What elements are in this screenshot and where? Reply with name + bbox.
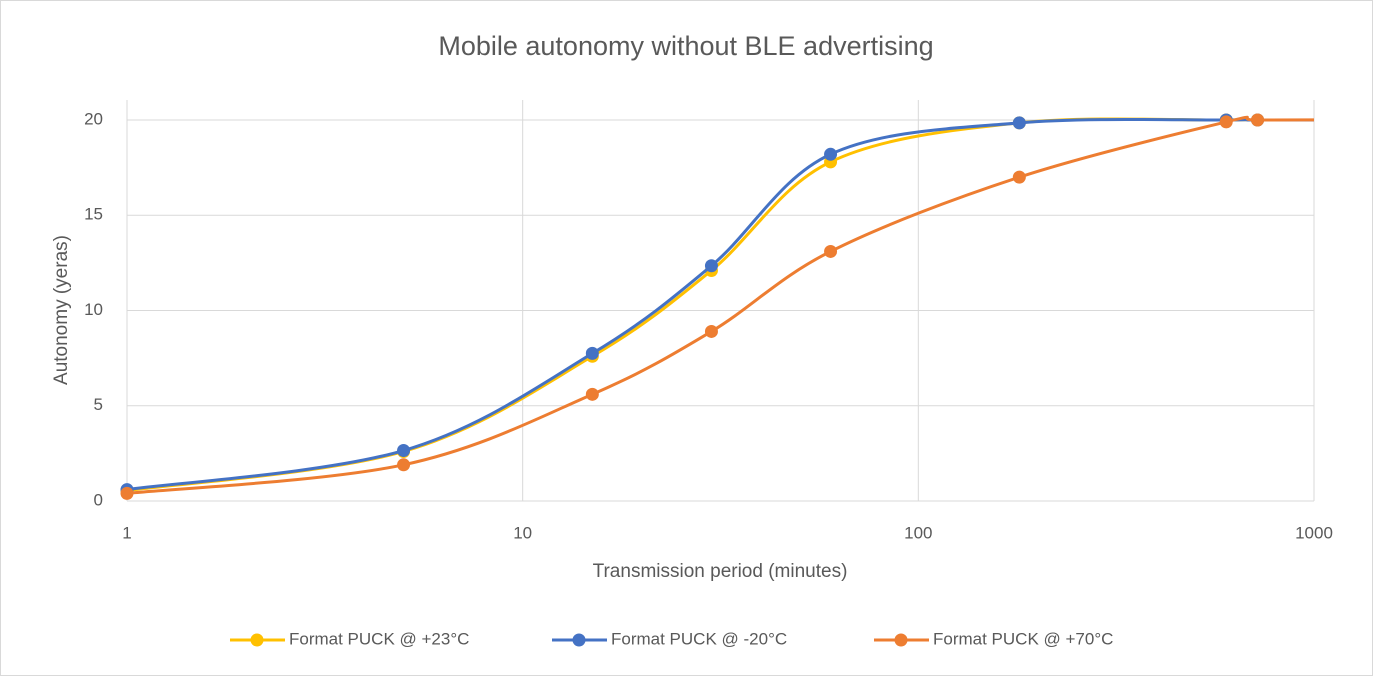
legend-label: Format PUCK @ -20°C	[611, 629, 787, 648]
data-point	[585, 346, 599, 360]
data-point	[824, 244, 838, 258]
x-tick-label: 10	[513, 523, 532, 542]
legend-marker	[250, 633, 264, 647]
data-point	[397, 444, 411, 458]
y-tick-label: 10	[84, 300, 103, 319]
data-point	[120, 486, 134, 500]
data-point	[1219, 115, 1233, 129]
data-point	[585, 387, 599, 401]
x-tick-label: 1	[122, 523, 131, 542]
x-tick-label: 1000	[1295, 523, 1333, 542]
y-axis-label: Autonomy (yeras)	[51, 235, 72, 385]
y-tick-label: 5	[94, 395, 103, 414]
data-point	[1012, 170, 1026, 184]
x-axis-label: Transmission period (minutes)	[593, 561, 848, 582]
data-point	[1012, 116, 1026, 130]
data-point	[704, 324, 718, 338]
legend-label: Format PUCK @ +70°C	[933, 629, 1113, 648]
plot	[120, 113, 1314, 500]
data-point	[1251, 113, 1265, 127]
legend-label: Format PUCK @ +23°C	[289, 629, 469, 648]
y-tick-label: 0	[94, 490, 103, 509]
data-point	[397, 458, 411, 472]
x-tick-label: 100	[904, 523, 932, 542]
chart-title: Mobile autonomy without BLE advertising	[438, 31, 933, 61]
legend: Format PUCK @ +23°C Format PUCK @ -20°C Fo…	[230, 629, 1113, 648]
grid: 0 5 10 15 20 1 10 100 1000	[84, 100, 1333, 542]
legend-marker	[894, 633, 908, 647]
data-point	[704, 259, 718, 273]
series-line	[126, 117, 1314, 492]
legend-marker	[572, 633, 586, 647]
data-point	[824, 147, 838, 161]
y-tick-label: 15	[84, 205, 103, 224]
series-line	[126, 115, 1314, 495]
y-tick-label: 20	[84, 109, 103, 128]
